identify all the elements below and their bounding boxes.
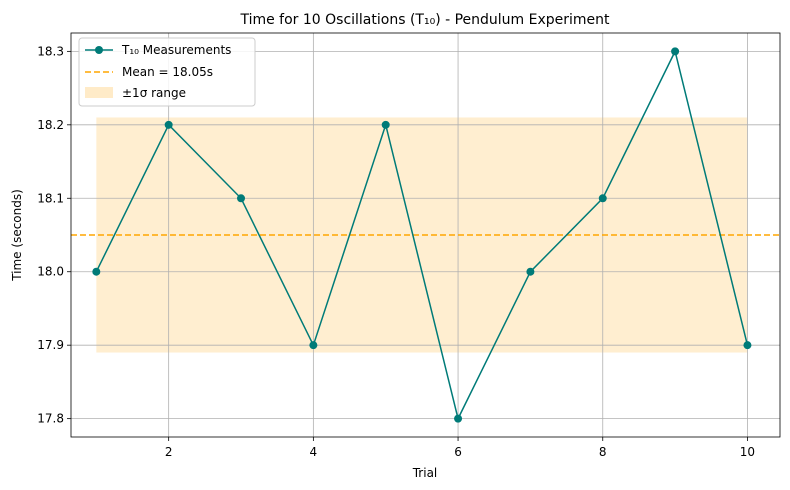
data-point <box>237 194 246 203</box>
legend-series-marker <box>95 46 103 54</box>
data-point <box>454 414 463 423</box>
legend-series-label: T₁₀ Measurements <box>121 43 231 57</box>
chart-title: Time for 10 Oscillations (T₁₀) - Pendulu… <box>239 12 610 28</box>
plot-frame <box>70 32 781 438</box>
x-tick-label: 6 <box>454 445 462 459</box>
x-tick-label: 10 <box>740 445 755 459</box>
legend-mean-label: Mean = 18.05s <box>122 65 213 79</box>
data-point <box>526 267 535 276</box>
y-tick-label: 18.1 <box>37 191 64 205</box>
x-tick-label: 4 <box>310 445 318 459</box>
x-axis-label: Trial <box>412 466 438 480</box>
data-point <box>743 341 752 350</box>
y-tick-label: 17.8 <box>37 412 64 426</box>
grid-layer <box>71 33 780 437</box>
series-line <box>95 49 749 421</box>
plot-border <box>70 32 781 438</box>
y-axis-ticks: 17.8 17.9 18.0 18.1 18.2 18.3 <box>37 44 71 426</box>
y-tick-label: 18.2 <box>37 118 64 132</box>
data-point <box>164 120 173 129</box>
data-point <box>92 267 101 276</box>
series-layer <box>92 47 752 423</box>
y-tick-label: 17.9 <box>37 338 64 352</box>
legend-band-swatch <box>85 87 113 98</box>
x-axis-ticks: 2 4 6 8 10 <box>165 437 755 459</box>
y-tick-label: 18.0 <box>37 265 64 279</box>
data-point <box>671 47 680 56</box>
data-point <box>381 120 390 129</box>
data-point <box>309 341 318 350</box>
x-tick-label: 8 <box>599 445 607 459</box>
legend-box <box>78 37 256 107</box>
data-point <box>598 194 607 203</box>
x-tick-label: 2 <box>165 445 173 459</box>
y-tick-label: 18.3 <box>37 44 64 58</box>
legend: T₁₀ Measurements Mean = 18.05s ±1σ range <box>78 37 256 107</box>
y-axis-label: Time (seconds) <box>10 189 24 282</box>
legend-band-label: ±1σ range <box>122 86 186 100</box>
